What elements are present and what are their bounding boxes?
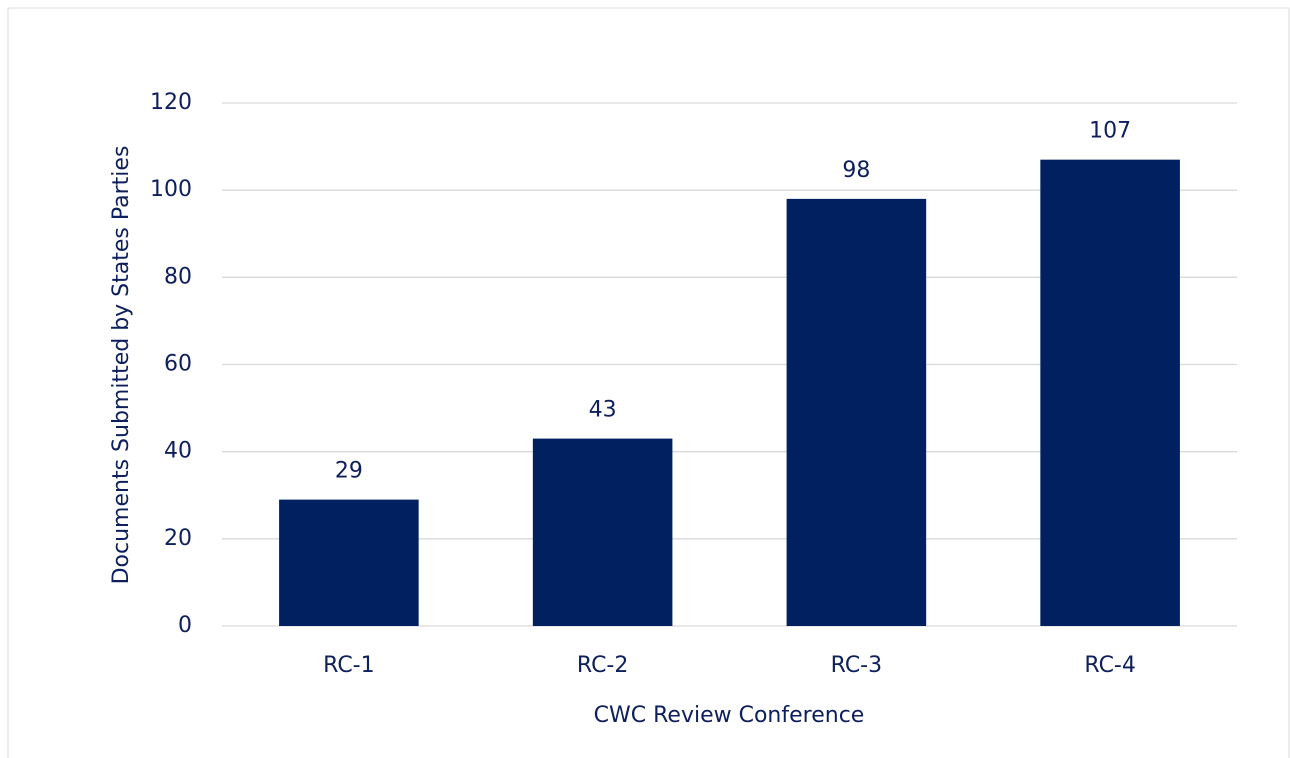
x-tick-label: RC-1 [323, 653, 375, 678]
y-tick-label: 120 [150, 90, 192, 115]
data-label: 107 [1089, 119, 1131, 144]
data-label: 98 [842, 158, 870, 183]
y-tick-label: 60 [164, 352, 192, 377]
x-tick-label: RC-3 [831, 653, 883, 678]
bar [279, 499, 419, 626]
bar [532, 438, 673, 626]
x-tick-label: RC-2 [577, 653, 629, 678]
y-tick-label: 40 [164, 439, 192, 464]
y-tick-label: 100 [150, 177, 192, 202]
y-tick-label: 0 [178, 613, 192, 638]
bar [786, 198, 927, 626]
data-label: 43 [589, 398, 617, 423]
y-axis-label: Documents Submitted by States Parties [109, 146, 134, 585]
chart-frame [7, 7, 1290, 758]
x-axis-label: CWC Review Conference [594, 703, 865, 728]
y-tick-label: 80 [164, 264, 192, 289]
bar [1040, 159, 1180, 627]
y-tick-label: 20 [164, 526, 192, 551]
data-label: 29 [335, 459, 363, 484]
x-tick-label: RC-4 [1084, 653, 1136, 678]
